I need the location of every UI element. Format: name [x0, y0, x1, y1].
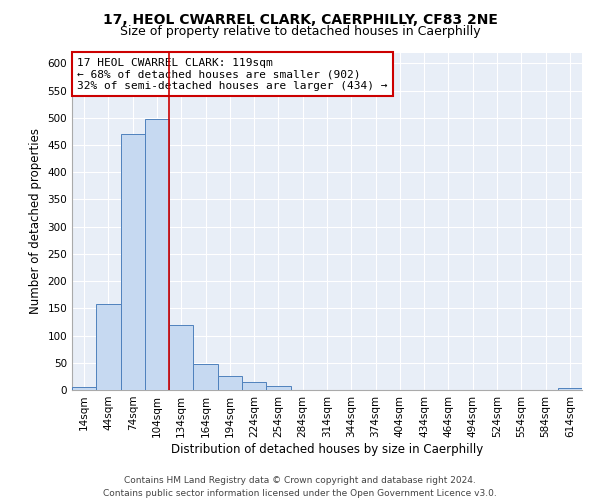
Bar: [242, 382, 266, 390]
Text: 17 HEOL CWARREL CLARK: 119sqm
← 68% of detached houses are smaller (902)
32% of : 17 HEOL CWARREL CLARK: 119sqm ← 68% of d…: [77, 58, 388, 91]
X-axis label: Distribution of detached houses by size in Caerphilly: Distribution of detached houses by size …: [171, 442, 483, 456]
Text: 17, HEOL CWARREL CLARK, CAERPHILLY, CF83 2NE: 17, HEOL CWARREL CLARK, CAERPHILLY, CF83…: [103, 12, 497, 26]
Bar: [169, 324, 193, 390]
Bar: [218, 376, 242, 390]
Bar: [193, 364, 218, 390]
Bar: [72, 388, 96, 390]
Bar: [96, 304, 121, 390]
Bar: [121, 134, 145, 390]
Text: Contains HM Land Registry data © Crown copyright and database right 2024.
Contai: Contains HM Land Registry data © Crown c…: [103, 476, 497, 498]
Bar: [558, 388, 582, 390]
Y-axis label: Number of detached properties: Number of detached properties: [29, 128, 42, 314]
Text: Size of property relative to detached houses in Caerphilly: Size of property relative to detached ho…: [119, 25, 481, 38]
Bar: [145, 119, 169, 390]
Bar: [266, 386, 290, 390]
